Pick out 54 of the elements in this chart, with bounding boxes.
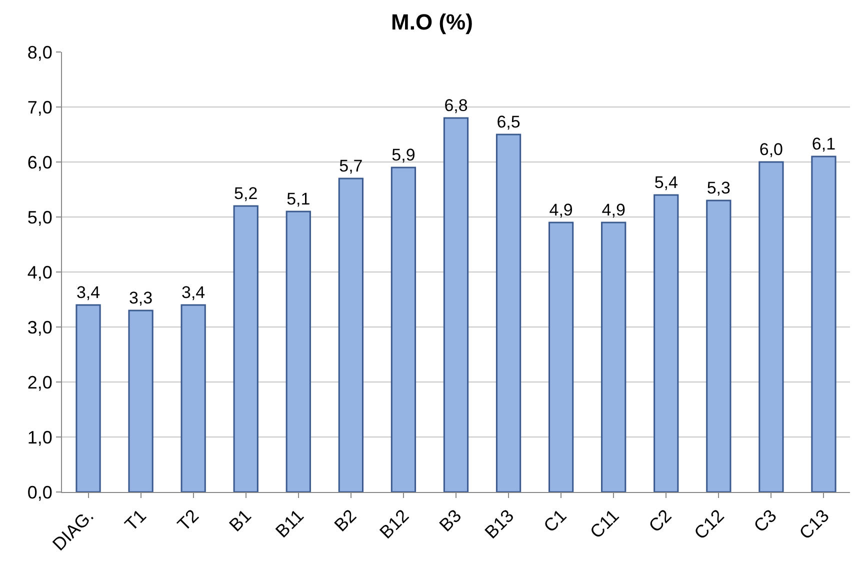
- data-label: 5,9: [392, 146, 416, 164]
- bar: [286, 210, 311, 492]
- data-label: 4,9: [549, 200, 573, 220]
- x-tick-label: T2: [174, 506, 203, 535]
- bar: [758, 161, 784, 492]
- data-label: 6,8: [444, 96, 468, 115]
- bar: [128, 310, 154, 492]
- x-tick-label: B12: [376, 506, 413, 542]
- bar: [443, 117, 469, 492]
- data-label: 6,1: [812, 134, 836, 154]
- bar: [706, 200, 732, 492]
- x-tick-label: T1: [120, 506, 150, 535]
- bar: [338, 178, 364, 492]
- y-tick-label: 0,0: [27, 482, 52, 502]
- x-tick-label: B3: [435, 506, 466, 536]
- data-label: 5,3: [706, 178, 730, 198]
- bar: [548, 222, 574, 492]
- bar: [233, 205, 258, 492]
- bar: [811, 156, 836, 492]
- y-tick-label: 6,0: [27, 152, 52, 172]
- x-tick-label: B1: [225, 506, 256, 536]
- data-label: 6,0: [759, 140, 784, 159]
- bar: [390, 166, 416, 492]
- y-tick-label: 7,0: [27, 97, 52, 118]
- x-tick-label: B13: [480, 506, 518, 542]
- data-label: 5,7: [339, 156, 363, 176]
- data-label: 3,4: [182, 283, 206, 302]
- chart-title: M.O (%): [391, 10, 473, 35]
- bar: [654, 194, 679, 492]
- y-tick-label: 8,0: [27, 42, 52, 62]
- y-tick-label: 4,0: [27, 262, 52, 282]
- data-label: 4,9: [602, 200, 626, 220]
- x-tick-label: B2: [330, 506, 360, 536]
- x-tick-label: B11: [272, 506, 308, 542]
- y-tick-label: 5,0: [27, 207, 52, 228]
- y-tick-label: 2,0: [27, 372, 52, 392]
- x-tick-label: C13: [795, 506, 833, 544]
- x-tick-label: C1: [540, 506, 570, 536]
- x-tick-label: C11: [586, 506, 623, 542]
- data-label: 3,4: [76, 283, 100, 302]
- data-label: 3,3: [128, 288, 153, 308]
- x-tick-label: C2: [644, 506, 676, 536]
- data-label: 5,4: [654, 173, 678, 192]
- data-label: 5,2: [234, 184, 258, 203]
- data-label: 5,1: [286, 190, 310, 208]
- bar: [180, 304, 206, 492]
- bar: [601, 222, 626, 492]
- y-tick-label: 1,0: [27, 427, 52, 448]
- x-tick-label: C12: [690, 506, 728, 544]
- y-tick-label: 3,0: [27, 317, 52, 338]
- bar: [496, 134, 522, 492]
- x-tick-label: C3: [750, 506, 780, 536]
- data-label: 6,5: [496, 112, 520, 132]
- bar: [76, 304, 101, 492]
